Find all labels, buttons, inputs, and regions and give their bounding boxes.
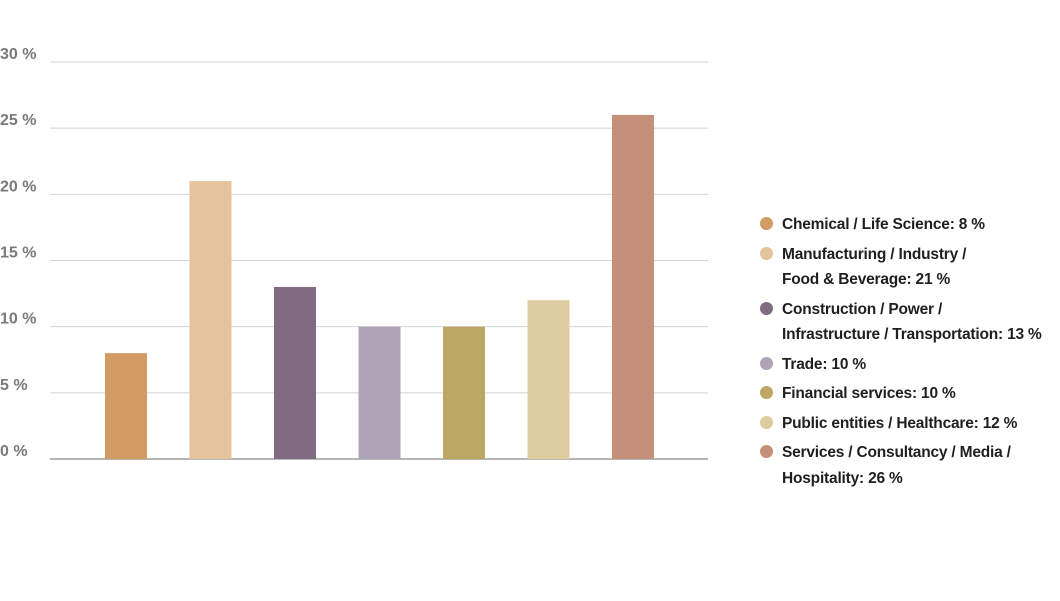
bar-chart: 0 % 5 % 10 % 15 % 20 % 25 % 30 % (0, 46, 708, 460)
y-tick-label: 20 % (0, 178, 36, 195)
legend-item: Manufacturing / Industry / Food & Bevera… (760, 242, 1056, 293)
legend-swatch (760, 356, 773, 370)
legend-label: Manufacturing / Industry / Food & Bevera… (782, 245, 967, 289)
bar-4 (358, 326, 401, 459)
legend: Chemical / Life Science: 8 % Manufacturin… (760, 212, 1056, 495)
legend-swatch (760, 217, 773, 230)
legend-item: Services / Consultancy / Media / Hospita… (760, 440, 1056, 491)
legend-swatch (760, 445, 773, 458)
y-tick-label: 25 % (0, 112, 36, 129)
legend-item: Construction / Power / Infrastructure / … (760, 297, 1056, 348)
y-axis-tick-labels: 0 % 5 % 10 % 15 % 20 % 25 % 30 % (0, 46, 36, 460)
legend-label: Construction / Power / Infrastructure / … (782, 300, 1042, 344)
legend-swatch (760, 386, 773, 399)
bar-2 (189, 181, 232, 459)
y-tick-label: 10 % (0, 311, 36, 328)
y-tick-label: 15 % (0, 245, 36, 262)
legend-item: Trade: 10 % (760, 352, 1056, 378)
bars (105, 114, 654, 459)
legend-item: Chemical / Life Science: 8 % (760, 212, 1056, 238)
bar-1 (105, 353, 147, 459)
legend-label: Services / Consultancy / Media / Hospita… (782, 444, 1011, 487)
legend-label: Trade: 10 % (782, 355, 866, 373)
legend-swatch (760, 301, 773, 315)
bar-6 (527, 300, 570, 459)
legend-swatch (760, 246, 773, 260)
bar-7 (612, 114, 654, 459)
y-tick-label: 0 % (0, 443, 28, 460)
legend-item: Public entities / Healthcare: 12 % (760, 411, 1056, 437)
bar-3 (274, 286, 316, 459)
legend-swatch (760, 415, 773, 429)
y-tick-label: 30 % (0, 46, 36, 63)
gridlines (50, 61, 708, 460)
legend-item: Financial services: 10 % (760, 381, 1056, 407)
y-tick-label: 5 % (0, 377, 28, 394)
bar-5 (443, 326, 485, 459)
legend-label: Public entities / Healthcare: 12 % (782, 414, 1018, 432)
legend-label: Chemical / Life Science: 8 % (782, 216, 985, 233)
legend-label: Financial services: 10 % (782, 385, 956, 402)
